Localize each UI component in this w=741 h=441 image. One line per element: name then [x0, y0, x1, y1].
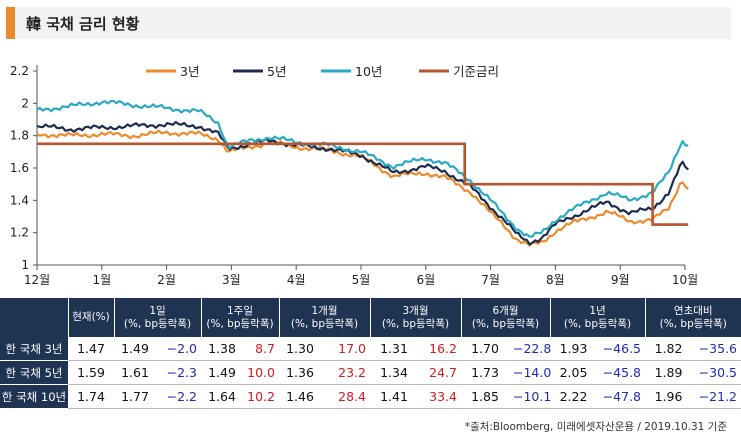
legend-label: 기준금리 [453, 64, 499, 79]
bp-change: −22.8 [509, 337, 551, 361]
x-tick-label: 8월 [546, 273, 565, 287]
x-tick-label: 5월 [352, 273, 371, 287]
legend-label: 3년 [180, 64, 199, 79]
x-tick-label: 9월 [611, 273, 630, 287]
y-tick-label: 2 [21, 96, 29, 110]
period-rate: 1.38 [201, 337, 243, 361]
table-header-cell: 현재(%) [68, 298, 115, 337]
bp-change: 23.2 [321, 360, 370, 385]
series-line-3년 [36, 129, 689, 247]
bp-change: 8.7 [243, 337, 279, 361]
period-rate: 1.30 [279, 337, 321, 361]
bp-change: 16.2 [418, 337, 461, 361]
period-rate: 1.70 [461, 337, 509, 361]
x-tick-label: 10월 [672, 273, 698, 287]
bp-change: −46.5 [597, 337, 645, 361]
bp-change: −14.0 [509, 360, 551, 385]
period-rate: 1.49 [201, 360, 243, 385]
period-rate: 1.46 [279, 384, 321, 409]
y-tick-label: 1 [21, 258, 29, 272]
period-rate: 1.73 [461, 360, 509, 385]
x-tick-label: 7월 [481, 273, 500, 287]
period-rate: 2.22 [550, 384, 597, 409]
period-rate: 1.41 [370, 384, 418, 409]
period-rate: 1.89 [645, 360, 692, 385]
series-line-base-rate [37, 142, 689, 226]
period-rate: 1.49 [114, 337, 156, 361]
row-label: 한 국채 3년 [0, 337, 68, 361]
legend-label: 10년 [355, 64, 382, 79]
bp-change: 10.2 [243, 384, 279, 409]
table-header-cell: 3개월 (%, bp등락폭) [370, 298, 462, 337]
x-tick-label: 3월 [222, 273, 241, 287]
y-tick-label: 1.6 [10, 161, 29, 175]
y-tick-label: 1.8 [10, 129, 29, 143]
title-accent [6, 7, 15, 39]
x-tick-label: 6월 [416, 273, 435, 287]
bp-change: −35.6 [692, 337, 741, 361]
period-rate: 1.64 [201, 384, 243, 409]
bp-change: −30.5 [692, 360, 741, 385]
y-tick-label: 1.4 [10, 193, 29, 207]
table-header-cell: 1개월 (%, bp등락폭) [279, 298, 371, 337]
bp-change: −47.8 [597, 384, 645, 409]
table-header-cell: 연초대비 (%, bp등락폭) [645, 298, 741, 337]
bp-change: −45.8 [597, 360, 645, 385]
bp-change: 33.4 [418, 384, 461, 409]
bp-change: 10.0 [243, 360, 279, 385]
chart-title: 韓 국채 금리 현황 [26, 15, 140, 33]
current-rate: 1.74 [68, 384, 114, 409]
series-line-5년 [36, 120, 689, 246]
period-rate: 1.31 [370, 337, 418, 361]
period-rate: 1.85 [461, 384, 509, 409]
period-rate: 1.93 [550, 337, 597, 361]
table-header-row: 현재(%) 1일 (%, bp등락폭) 1주일 (%, bp등락폭) 1개월 (%, bp등… [0, 298, 741, 337]
x-tick-label: 12월 [24, 273, 50, 287]
table-row: 한 국채 3년 1.47 1.49 −2.0 1.38 8.7 1.30 17.0 1.31 16… [0, 337, 741, 361]
bp-change: −21.2 [692, 384, 741, 409]
y-tick-label: 2.2 [10, 64, 29, 78]
bp-change: −2.3 [156, 360, 201, 385]
table-row: 한 국채 5년 1.59 1.61 −2.3 1.49 10.0 1.36 23.2 1.34 2… [0, 360, 741, 385]
period-rate: 2.05 [550, 360, 597, 385]
period-rate: 1.36 [279, 360, 321, 385]
period-rate: 1.34 [370, 360, 418, 385]
period-rate: 1.82 [645, 337, 692, 361]
table-header-cell: 1주일 (%, bp등락폭) [201, 298, 280, 337]
source-note: *출처:Bloomberg, 미래에셋자산운용 / 2019.10.31 기준 [464, 421, 727, 433]
table-header-cell: 1일 (%, bp등락폭) [114, 298, 202, 337]
table-header-cell: 6개월 (%, bp등락폭) [461, 298, 551, 337]
current-rate: 1.59 [68, 360, 114, 385]
table-row: 한 국채 10년 1.74 1.77 −2.2 1.64 10.2 1.46 28.4 1.41… [0, 384, 741, 409]
rate-table: 현재(%) 1일 (%, bp등락폭) 1주일 (%, bp등락폭) 1개월 (%, bp등… [0, 298, 741, 409]
bp-change: −2.2 [156, 384, 201, 409]
x-tick-label: 4월 [287, 273, 306, 287]
bp-change: 17.0 [321, 337, 370, 361]
title-bar: 韓 국채 금리 현황 [6, 7, 731, 39]
series-line-10년 [36, 99, 689, 238]
period-rate: 1.61 [114, 360, 156, 385]
row-label: 한 국채 5년 [0, 360, 68, 385]
rate-chart: 1 1.2 1.4 1.6 1.8 2 2.2 12월 1월 2월 3월 4월 5월 6월 7월 8월 9월 10… [10, 64, 698, 287]
bp-change: 28.4 [321, 384, 370, 409]
current-rate: 1.47 [68, 337, 114, 361]
table-header-cell [0, 298, 69, 337]
y-tick-label: 1.2 [10, 226, 29, 240]
legend-label: 5년 [267, 64, 286, 79]
table-body: 한 국채 3년 1.47 1.49 −2.0 1.38 8.7 1.30 17.0 1.31 16… [0, 337, 741, 409]
period-rate: 1.77 [114, 384, 156, 409]
bp-change: −10.1 [509, 384, 551, 409]
x-tick-label: 1월 [92, 273, 111, 287]
x-tick-label: 2월 [157, 273, 176, 287]
period-rate: 1.96 [645, 384, 692, 409]
bp-change: −2.0 [156, 337, 201, 361]
row-label: 한 국채 10년 [0, 384, 68, 409]
table-header-cell: 1년 (%, bp등락폭) [550, 298, 646, 337]
bp-change: 24.7 [418, 360, 461, 385]
